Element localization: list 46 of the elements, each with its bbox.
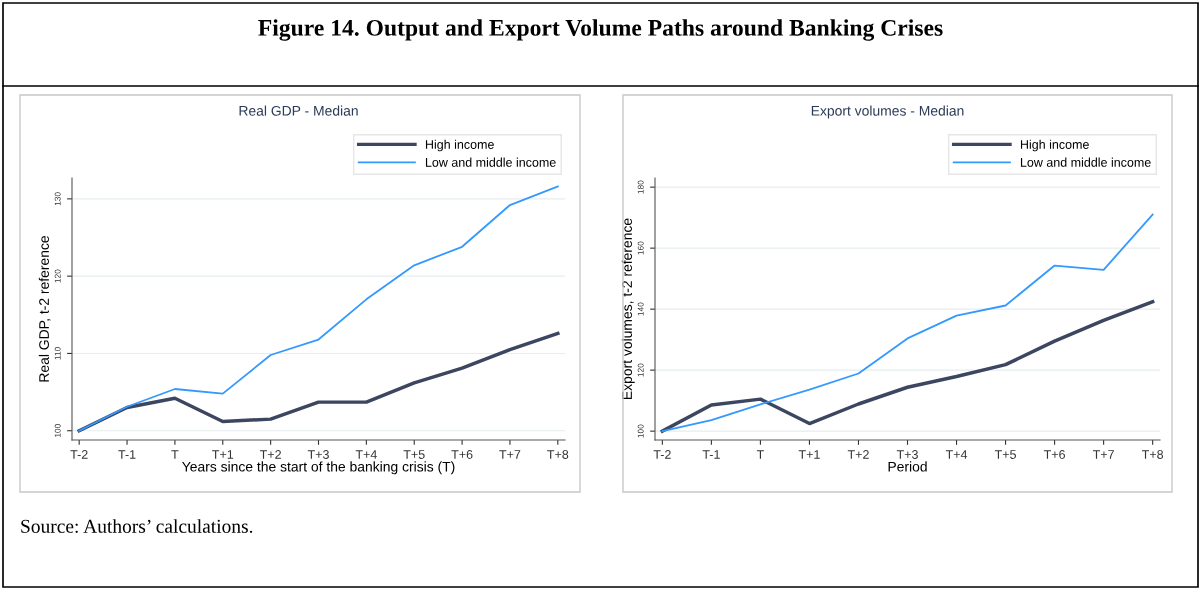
y-tick-label: 120 bbox=[54, 269, 61, 283]
x-tick-label: T+6 bbox=[1043, 450, 1065, 459]
y-tick-label: 140 bbox=[637, 302, 644, 316]
x-tick-label: T+1 bbox=[798, 450, 820, 459]
legend-label: Low and middle income bbox=[425, 157, 556, 167]
chart-title: Export volumes - Median bbox=[811, 105, 964, 119]
x-tick-label: T+2 bbox=[259, 450, 281, 459]
x-tick-label: T-2 bbox=[70, 450, 88, 459]
x-tick-label: T+6 bbox=[451, 450, 473, 459]
y-axis-title: Real GDP, t-2 reference bbox=[38, 236, 51, 382]
line-series bbox=[78, 185, 559, 432]
x-tick-label: T-1 bbox=[118, 450, 136, 459]
y-axis-title: Export volumes, t-2 reference bbox=[621, 218, 635, 399]
x-tick-label: T+3 bbox=[307, 450, 329, 459]
x-tick-label: T+5 bbox=[994, 450, 1016, 459]
y-tick-label: 120 bbox=[637, 363, 644, 377]
x-tick-label: T bbox=[756, 450, 764, 459]
y-tick-label: 130 bbox=[54, 192, 61, 206]
x-tick-label: T+7 bbox=[499, 450, 521, 459]
x-axis-title: Years since the start of the banking crisis (T) bbox=[182, 461, 455, 475]
x-tick-label: T+4 bbox=[355, 450, 377, 459]
y-tick-label: 110 bbox=[54, 347, 61, 360]
source-note: Source: Authors’ calculations. bbox=[21, 519, 253, 533]
x-tick-label: T+7 bbox=[1092, 450, 1114, 459]
legend-label: High income bbox=[425, 139, 494, 152]
x-tick-label: T+5 bbox=[403, 450, 425, 459]
x-tick-label: T+8 bbox=[547, 450, 569, 459]
x-tick-label: T-1 bbox=[702, 450, 720, 459]
x-tick-label: T-2 bbox=[653, 450, 671, 459]
y-tick-label: 100 bbox=[637, 424, 644, 438]
line-series bbox=[660, 300, 1155, 433]
line-series bbox=[661, 213, 1154, 433]
x-tick-label: T+4 bbox=[945, 450, 968, 459]
y-tick-label: 180 bbox=[637, 180, 644, 194]
y-tick-label: 160 bbox=[637, 241, 644, 255]
legend-label: Low and middle income bbox=[1020, 157, 1151, 167]
x-tick-label: T+3 bbox=[896, 450, 918, 459]
x-axis-title: Period bbox=[888, 461, 927, 472]
x-tick-label: T bbox=[171, 450, 179, 459]
y-tick-label: 100 bbox=[54, 424, 61, 438]
caption: Figure 14. Output and Export Volume Paths around Banking Crises bbox=[258, 19, 943, 41]
legend-label: High income bbox=[1020, 139, 1089, 152]
x-tick-label: T+8 bbox=[1141, 450, 1164, 459]
chart-title: Real GDP - Median bbox=[239, 105, 358, 116]
x-tick-label: T+1 bbox=[212, 450, 234, 459]
x-tick-label: T+2 bbox=[847, 450, 869, 459]
